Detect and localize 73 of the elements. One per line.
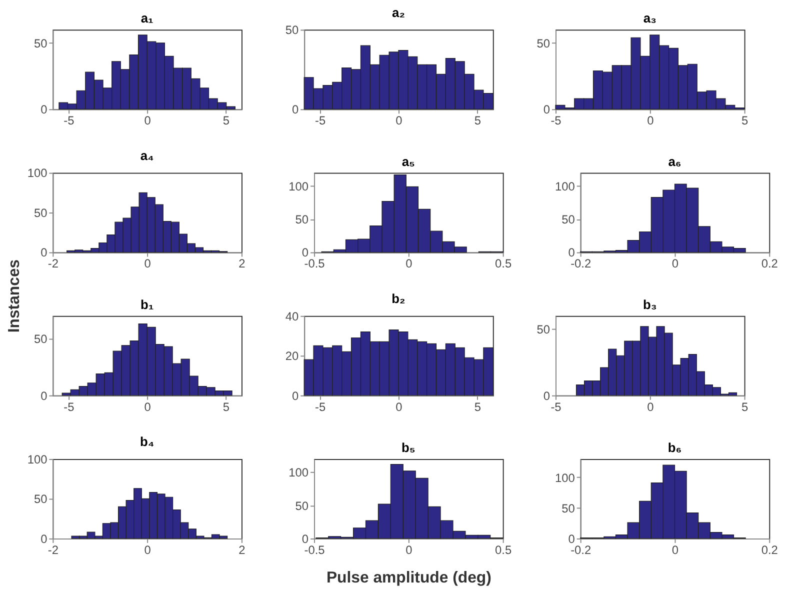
y-tick-label: 100 — [288, 466, 309, 480]
x-axis-title: Pulse amplitude (deg) — [326, 570, 492, 587]
x-tick-label: 5 — [741, 114, 748, 128]
x-tick-label: -2 — [48, 256, 59, 271]
x-tick-label: 0 — [672, 542, 679, 557]
y-tick-label: 100 — [288, 180, 309, 194]
x-tick-label: 0 — [144, 114, 152, 128]
x-tick-label: 0 — [647, 114, 654, 128]
x-tick-label: 0 — [406, 256, 413, 271]
x-tick-label: 0 — [672, 256, 679, 271]
x-tick-label: -5 — [315, 400, 326, 414]
y-tick-label: 20 — [285, 349, 299, 364]
chart-title: a₁ — [140, 10, 154, 26]
x-tick-label: 2 — [238, 256, 246, 271]
x-tick-label: 0.2 — [761, 256, 778, 271]
y-tick-label: 100 — [554, 470, 576, 485]
x-tick-label: 0.5 — [495, 256, 512, 271]
x-tick-label: 0 — [406, 542, 413, 557]
chart-title: a₅ — [402, 154, 416, 169]
chart-title: b₄ — [140, 434, 154, 450]
x-tick-label: -5 — [64, 114, 75, 128]
y-tick-label: 0 — [543, 388, 550, 403]
chart-title: a₃ — [643, 10, 656, 26]
y-tick-label: 40 — [285, 309, 299, 324]
x-tick-label: 0 — [396, 114, 403, 128]
y-tick-label: 50 — [34, 206, 48, 220]
x-tick-label: 5 — [222, 114, 230, 128]
y-tick-label: 50 — [295, 212, 309, 227]
chart-title: a₄ — [140, 148, 154, 163]
y-tick-label: 50 — [295, 498, 309, 513]
x-tick-label: 2 — [238, 542, 246, 557]
y-axis-title: Instances — [6, 259, 23, 333]
x-tick-label: -5 — [550, 114, 562, 128]
x-tick-label: 5 — [741, 400, 748, 414]
y-tick-label: 50 — [536, 36, 550, 50]
x-tick-label: 0 — [144, 256, 152, 271]
chart-title: a₆ — [668, 154, 682, 169]
x-tick-label: 0.5 — [495, 542, 512, 557]
x-tick-label: 0 — [647, 400, 654, 414]
y-tick-label: 0 — [40, 246, 48, 260]
y-tick-label: 50 — [536, 322, 550, 337]
y-tick-label: 50 — [34, 36, 48, 50]
x-tick-label: 5 — [222, 400, 230, 414]
y-tick-label: 50 — [285, 23, 299, 38]
x-tick-label: 0 — [144, 400, 152, 414]
y-tick-label: 0 — [40, 102, 48, 117]
x-tick-label: 0.2 — [761, 542, 778, 557]
y-tick-label: 0 — [292, 102, 299, 117]
x-tick-label: -2 — [48, 542, 59, 557]
y-tick-label: 50 — [34, 492, 48, 506]
x-tick-label: 5 — [474, 400, 482, 414]
chart-title: b₃ — [642, 296, 657, 312]
y-tick-label: 0 — [40, 532, 48, 546]
y-tick-label: 100 — [27, 166, 48, 180]
y-tick-label: 0 — [292, 388, 299, 403]
y-tick-label: 0 — [543, 102, 550, 117]
y-tick-label: 50 — [562, 212, 576, 227]
x-tick-label: -5 — [550, 400, 562, 414]
x-tick-label: -5 — [315, 114, 326, 128]
x-tick-label: 0 — [144, 542, 152, 557]
y-tick-label: 100 — [554, 180, 576, 194]
chart-title: a₂ — [392, 4, 406, 20]
y-tick-label: 50 — [562, 501, 576, 516]
x-tick-label: 0 — [396, 400, 403, 414]
chart-title: b₂ — [392, 290, 406, 306]
y-tick-label: 100 — [27, 452, 48, 466]
y-tick-label: 50 — [34, 332, 48, 346]
chart-title: b₅ — [402, 440, 416, 456]
x-tick-label: 5 — [474, 114, 482, 128]
chart-title: b₆ — [668, 440, 682, 456]
y-tick-label: 0 — [40, 388, 48, 403]
chart-title: b₁ — [140, 296, 154, 312]
x-tick-label: -5 — [64, 400, 75, 414]
